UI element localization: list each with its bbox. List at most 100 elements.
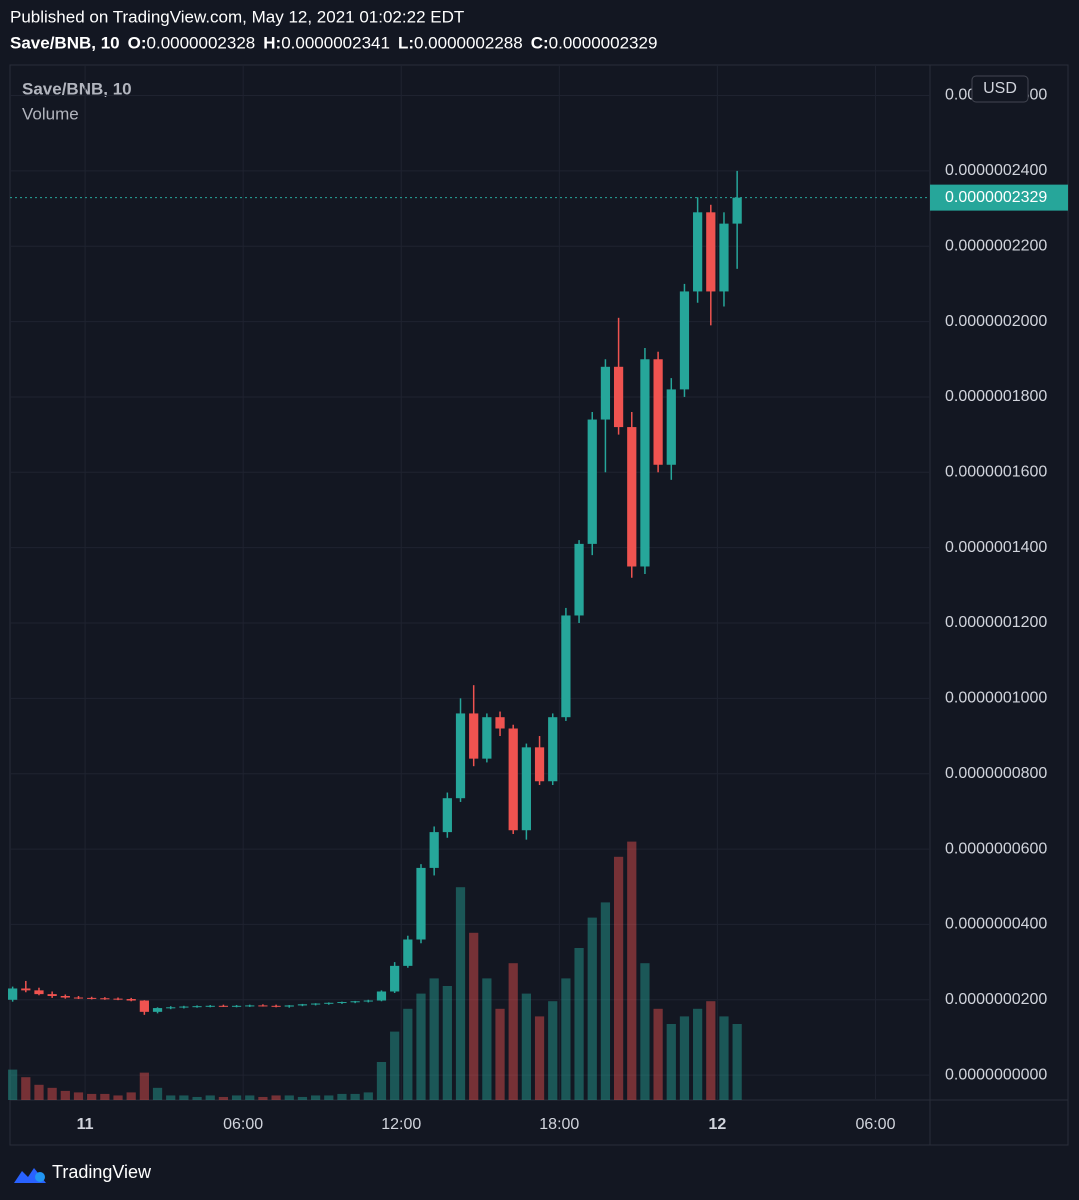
volume-bar [231, 1095, 242, 1100]
volume-bar [706, 1001, 716, 1100]
volume-bar [284, 1095, 294, 1100]
candle-body [653, 359, 663, 465]
candle-body [113, 998, 123, 1000]
candle-body [34, 990, 44, 995]
candle-body [231, 1005, 242, 1007]
logo-icon-dot [35, 1172, 45, 1182]
chart-frame [9, 64, 1069, 1146]
candle-body [390, 965, 400, 992]
ohlc-key: O: [128, 33, 147, 52]
candle-body [416, 867, 426, 940]
candle-body [732, 197, 742, 224]
volume-bar [719, 1016, 729, 1100]
volume-bar [732, 1024, 742, 1100]
volume-bar [679, 1016, 690, 1100]
volume-bar [73, 1092, 84, 1100]
volume-bar [693, 1008, 703, 1100]
volume-bar [508, 963, 518, 1100]
candle-body [192, 1006, 202, 1008]
volume-bar [495, 1008, 505, 1100]
y-tick-label: 0.0000000800 [945, 765, 1047, 782]
currency-label: USD [983, 80, 1017, 97]
candle-body [205, 1005, 215, 1007]
x-tick-label: 06:00 [855, 1116, 895, 1133]
volume-bar [166, 1095, 176, 1100]
symbol: Save/BNB, 10 [10, 33, 120, 52]
candle-body [442, 798, 452, 833]
volume-bar [587, 917, 597, 1100]
candle-body [534, 747, 545, 782]
volume-bar [324, 1095, 334, 1100]
candle-body [152, 1008, 163, 1012]
volume-bar [416, 993, 426, 1100]
ohlc-key: L: [398, 33, 414, 52]
y-tick-label: 0.0000002000 [945, 313, 1047, 330]
y-tick-label: 0.0000002200 [945, 237, 1047, 254]
volume-bar [390, 1031, 400, 1100]
y-tick-label: 0.0000001600 [945, 464, 1047, 481]
candle-body [284, 1005, 294, 1007]
plot: 0.0000000000 0.0000000200 0.0000000400 0.00… [8, 65, 1068, 1133]
candle-body [337, 1002, 347, 1004]
candle-body [218, 1005, 229, 1007]
y-tick-label: 0.0000001800 [945, 388, 1047, 405]
candle-body [495, 717, 505, 729]
candle-body [60, 996, 70, 998]
candle-body [561, 615, 571, 718]
candle-body [666, 389, 676, 465]
candle-body [574, 543, 584, 616]
volume-bar [34, 1084, 44, 1100]
x-tick-label: 06:00 [223, 1116, 263, 1133]
candle-body [469, 713, 479, 759]
candle-body [719, 223, 729, 292]
volume-bar [47, 1087, 57, 1100]
candle-body [100, 998, 110, 1000]
ohlc-key: C: [531, 33, 549, 52]
y-tick-label: 0.0000001400 [945, 539, 1047, 556]
y-tick-label: 0.0000000000 [945, 1066, 1047, 1083]
x-tick-label: 12:00 [381, 1116, 421, 1133]
volume-bar [350, 1093, 360, 1100]
volume-bar [87, 1093, 97, 1100]
candle-body [403, 939, 413, 966]
candle-body [482, 717, 492, 759]
candle-body [311, 1003, 321, 1005]
ohlc-value: 0.0000002329 [549, 33, 658, 52]
volume-bar [429, 978, 439, 1100]
volume-bar [8, 1069, 18, 1100]
legend-symbol: Save/BNB, 10 [22, 79, 132, 98]
candle-body [73, 997, 84, 999]
volume-bar [100, 1093, 110, 1100]
y-tick-label: 0.0000000600 [945, 840, 1047, 857]
candle-body [179, 1006, 189, 1008]
candle-body [166, 1007, 176, 1009]
y-tick-label: 0.0000002400 [945, 162, 1047, 179]
candle-body [640, 359, 650, 567]
volume-bar [363, 1092, 373, 1100]
x-tick-label: 11 [77, 1116, 94, 1133]
volume-bar [548, 1001, 558, 1100]
candle-body [87, 997, 97, 999]
candle-body [693, 212, 703, 292]
y-tick-label: 0.0000001200 [945, 614, 1047, 631]
volume-bar [521, 993, 531, 1100]
volume-bar [482, 978, 492, 1100]
candle-body [600, 366, 611, 420]
price-tag [930, 184, 1068, 211]
currency-button[interactable] [971, 75, 1029, 103]
legend-volume: Volume [22, 104, 79, 123]
volume-bar [21, 1077, 31, 1100]
volume-bar [653, 1008, 663, 1100]
ohlc-header: Save/BNB, 10 O: 0.0000002328 H: 0.000000234… [10, 33, 657, 52]
volume-bar [640, 963, 650, 1100]
candle-body [429, 832, 439, 868]
ohlc-value: 0.0000002288 [414, 33, 523, 52]
ohlc-value: 0.0000002341 [281, 33, 390, 52]
volume-bar [258, 1096, 268, 1100]
volume-bar [152, 1087, 163, 1100]
candle-body [363, 1000, 373, 1002]
volume-bar [627, 841, 637, 1100]
volume-bar [311, 1095, 321, 1100]
x-tick-label: 18:00 [539, 1116, 579, 1133]
volume-bar [192, 1096, 202, 1100]
